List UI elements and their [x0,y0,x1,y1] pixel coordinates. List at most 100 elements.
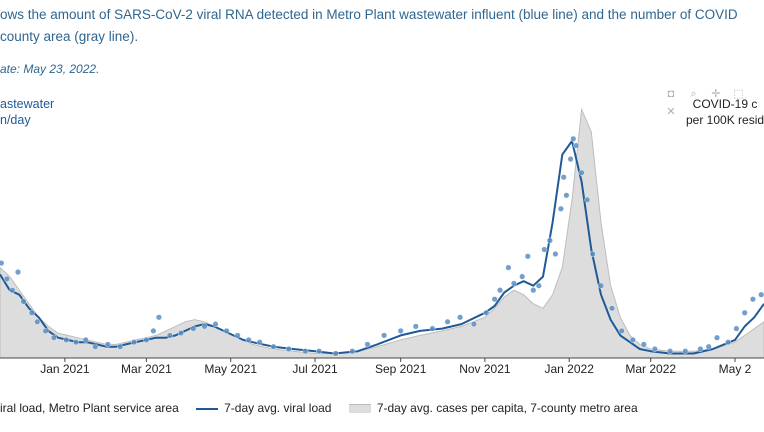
viral-load-point [584,196,591,203]
viral-load-point [758,291,764,298]
viral-load-point [72,339,79,346]
x-tick-label: May 2021 [204,362,257,376]
legend-points[interactable]: iral load, Metro Plant service area [0,401,179,415]
viral-load-point [316,348,323,355]
viral-load-point [457,314,464,321]
wastewater-chart: Jan 2021 Mar 2021 May 2021 Jul 2021 Sep 2021… [0,107,764,376]
cases-area [0,107,764,359]
viral-load-point [444,318,451,325]
viral-load-point [150,327,157,334]
legend-line[interactable]: 7-day avg. viral load [196,401,331,415]
viral-load-point [190,325,197,332]
viral-load-point [618,327,625,334]
viral-load-point [705,343,712,350]
viral-load-point [697,346,704,353]
viral-load-point [223,327,230,334]
x-tick-label: May 2 [719,362,752,376]
viral-load-point [505,264,512,271]
viral-load-point [557,205,564,212]
viral-load-point [34,318,41,325]
viral-load-point [667,348,674,355]
viral-load-point [519,273,526,280]
viral-load-point [541,246,548,253]
viral-load-point [589,250,596,257]
viral-load-point [245,336,252,343]
viral-load-point [640,341,647,348]
x-tick-label: Mar 2021 [121,362,172,376]
viral-load-point [130,339,137,346]
viral-load-point [578,169,585,176]
viral-load-point [412,323,419,330]
viral-load-point [166,332,173,339]
viral-load-point [92,343,99,350]
viral-load-point [741,309,748,316]
viral-load-point [3,275,10,282]
legend-area[interactable]: 7-day avg. cases per capita, 7-county me… [348,401,638,415]
viral-load-point [535,282,542,289]
chart-toolbar: ◘ ⌕ ✛ ⬚ ✕ [664,84,764,120]
viral-load-point [20,298,27,305]
viral-load-point [725,339,732,346]
viral-load-point [470,321,477,328]
reset-icon[interactable]: ✕ [666,106,676,118]
viral-load-point [155,314,162,321]
caption-line-2: county area (gray line). [0,29,139,44]
legend-line-swatch [196,407,219,410]
viral-load-point [524,253,531,260]
viral-load-point [332,350,339,357]
viral-load-point [0,260,5,267]
zoom-icon[interactable]: ⌕ [690,88,697,100]
viral-load-point [749,296,756,303]
viral-load-point [563,192,570,199]
viral-load-point [530,287,537,294]
viral-load-point [104,341,111,348]
viral-load-point [570,135,577,142]
pan-icon[interactable]: ✛ [711,88,721,100]
viral-load-point [552,250,559,257]
caption-line-1: ows the amount of SARS-CoV-2 viral RNA d… [0,7,738,22]
legend-area-swatch [348,404,371,414]
chart-legend: iral load, Metro Plant service area 7-da… [0,401,652,415]
viral-load-point [234,332,241,339]
viral-load-point [483,309,490,316]
left-axis-title-line-1: astewater [0,97,55,111]
box-select-icon[interactable]: ⬚ [733,88,744,100]
viral-load-point [429,325,436,332]
viral-load-point [364,341,371,348]
camera-icon[interactable]: ◘ [667,88,675,100]
viral-load-point [629,336,636,343]
viral-load-point [381,332,388,339]
x-tick-label: Nov 2021 [459,362,511,376]
viral-load-point [567,156,574,163]
viral-load-point [651,346,658,353]
viral-load-point [573,142,580,149]
viral-load-point [256,339,263,346]
legend-line-label: 7-day avg. viral load [224,401,332,415]
legend-area-label: 7-day avg. cases per capita, 7-county me… [376,401,638,415]
viral-load-point [201,323,208,330]
viral-load-point [609,305,616,312]
update-date: ate: May 23, 2022. [0,62,100,76]
viral-load-point [349,348,356,355]
viral-load-point [14,269,21,276]
viral-load-point [82,336,89,343]
x-tick-label: Jan 2022 [545,362,595,376]
viral-load-point [28,309,35,316]
viral-load-point [302,348,309,355]
right-axis-title-line-2: per 100K resid [686,113,764,127]
left-axis-title-line-2: n/day [0,113,31,127]
x-tick-label: Jan 2021 [40,362,90,376]
viral-load-point [117,343,124,350]
viral-load-point [560,174,567,181]
viral-load-point [682,348,689,355]
x-tick-label: Sep 2021 [375,362,427,376]
viral-load-point [397,327,404,334]
viral-load-point [497,287,504,294]
viral-load-point [42,327,49,334]
viral-load-point [546,237,553,244]
viral-load-point [598,282,605,289]
x-tick-label: Jul 2021 [292,362,338,376]
x-axis-ticks: Jan 2021 Mar 2021 May 2021 Jul 2021 Sep 2021… [40,358,752,376]
chart-caption: ows the amount of SARS-CoV-2 viral RNA d… [0,4,764,48]
viral-load-point [714,334,721,341]
